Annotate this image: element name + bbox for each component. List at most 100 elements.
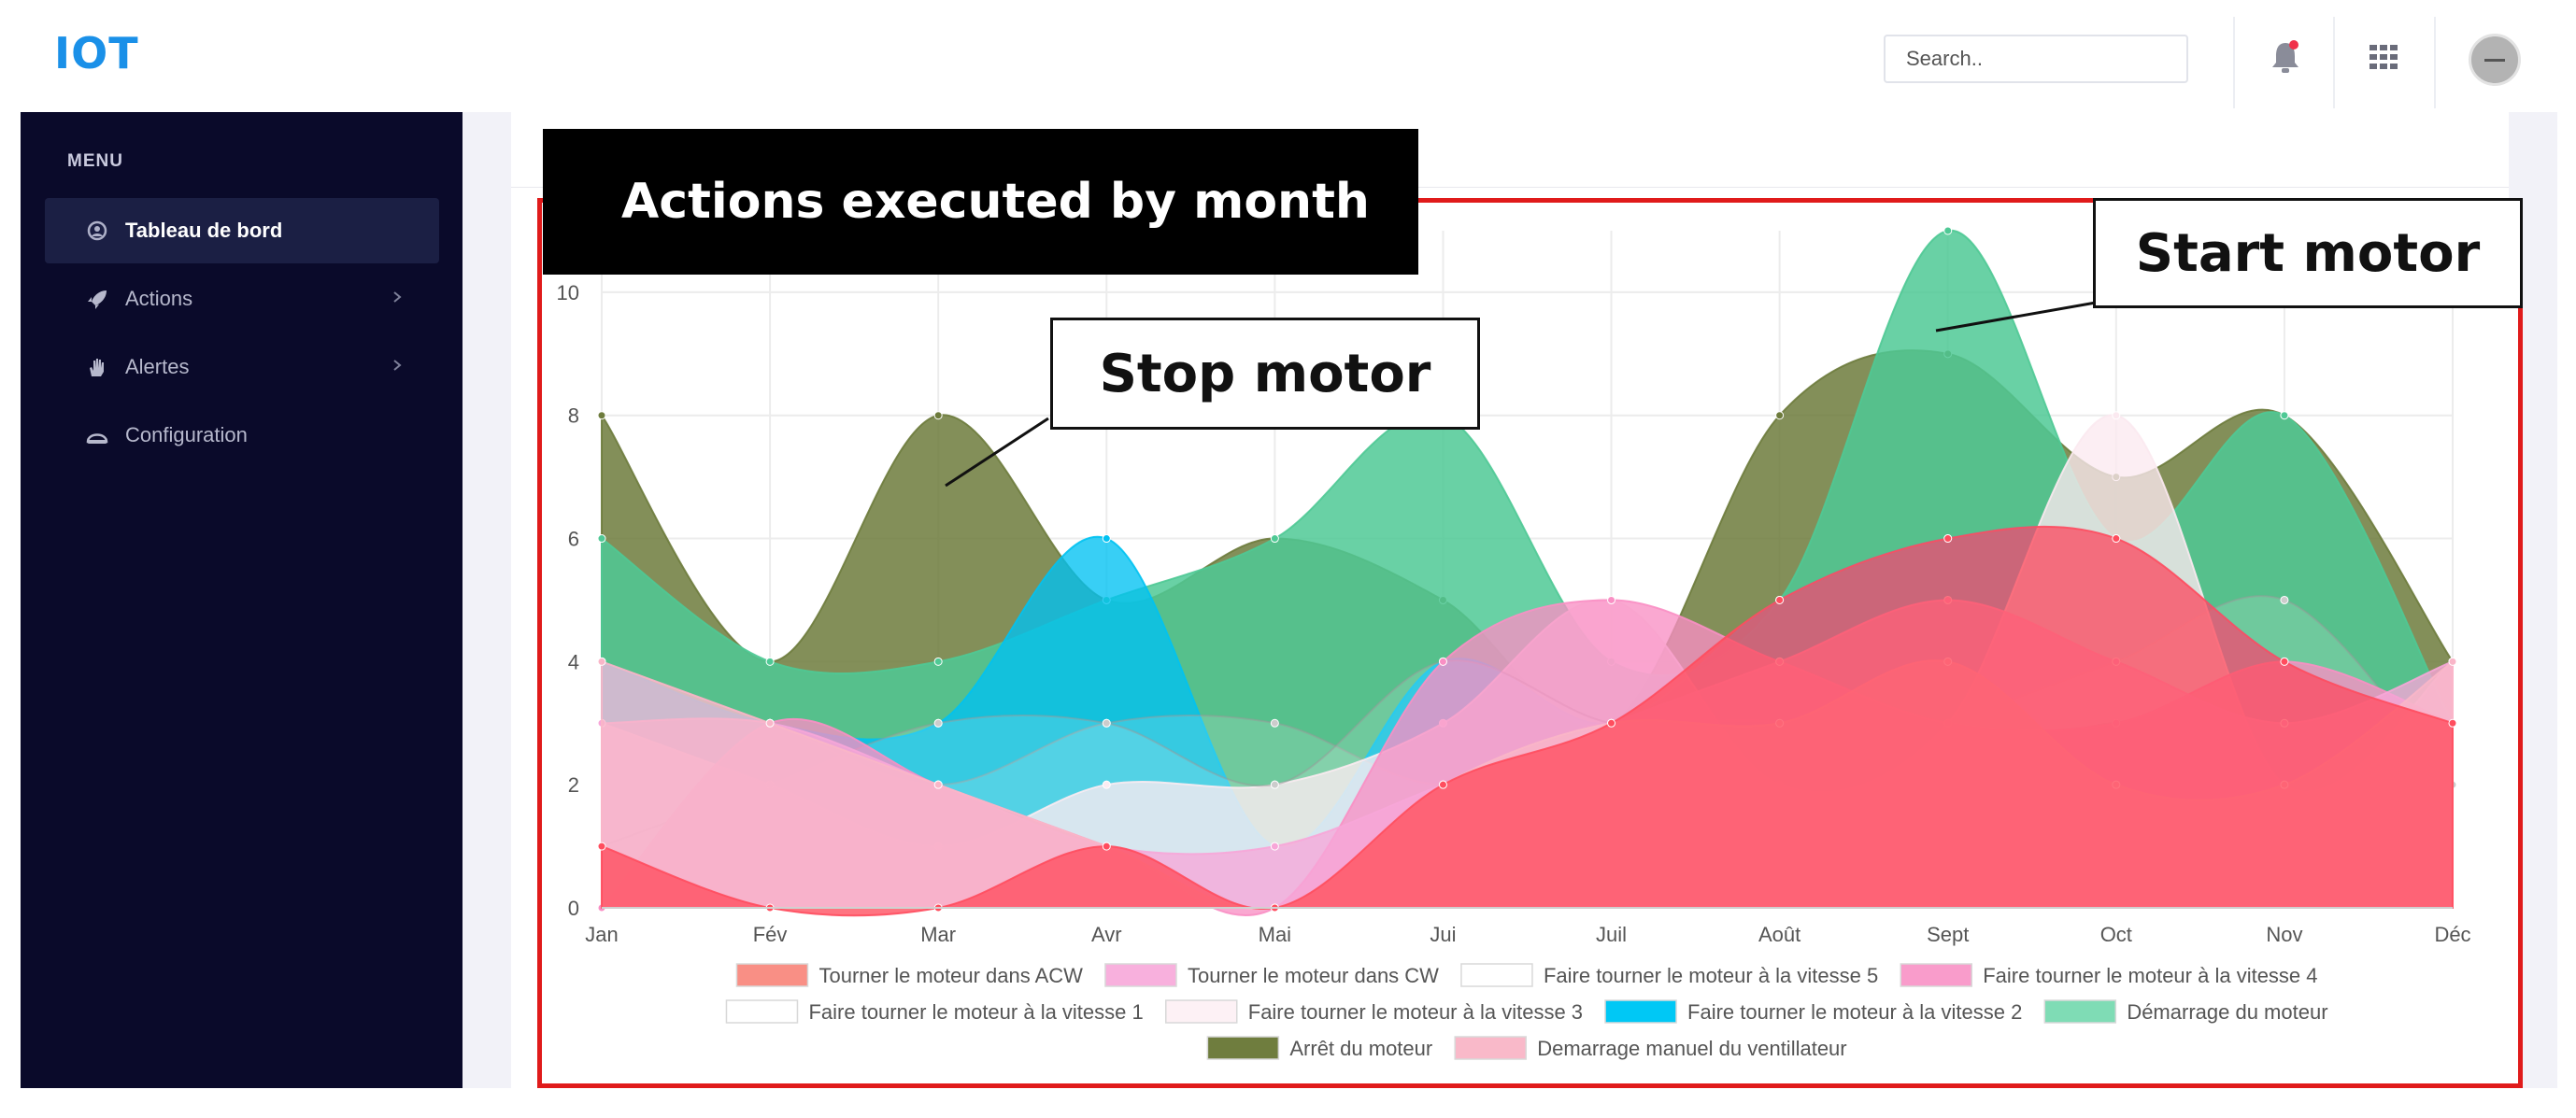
data-point <box>2448 718 2457 728</box>
apps-grid-icon[interactable] <box>2370 45 2398 69</box>
data-point <box>1438 780 1447 789</box>
legend-label: Arrêt du moteur <box>1289 1037 1432 1060</box>
legend-label: Faire tourner le moteur à la vitesse 1 <box>808 1000 1143 1024</box>
header-divider <box>2233 17 2235 108</box>
data-point <box>2448 657 2457 666</box>
data-point <box>597 657 606 666</box>
x-tick-label: Déc <box>2434 923 2470 946</box>
sidebar-item-label: Configuration <box>125 423 248 446</box>
data-point <box>2280 595 2289 604</box>
y-tick-label: 6 <box>568 528 579 551</box>
data-point <box>2280 657 2289 666</box>
data-point <box>1270 780 1279 789</box>
data-point <box>1607 718 1616 728</box>
legend-swatch <box>1900 963 1972 987</box>
legend-swatch <box>1454 1036 1527 1060</box>
sidebar-item-alertes[interactable]: Alertes <box>45 334 439 400</box>
x-tick-label: Avr <box>1091 923 1122 946</box>
data-point <box>1943 226 1953 235</box>
legend-swatch <box>1460 963 1533 987</box>
dashboard-icon <box>87 220 107 241</box>
data-point <box>933 780 943 789</box>
data-point <box>597 842 606 851</box>
legend-label: Faire tourner le moteur à la vitesse 3 <box>1248 1000 1583 1024</box>
data-point <box>1270 534 1279 544</box>
data-point <box>1270 842 1279 851</box>
data-point <box>1102 780 1111 789</box>
bell-icon[interactable] <box>2269 37 2302 77</box>
data-point <box>597 411 606 420</box>
legend-swatch <box>2043 999 2117 1024</box>
search-input[interactable] <box>1884 35 2188 83</box>
x-tick-label: Oct <box>2100 923 2132 946</box>
data-point <box>1102 842 1111 851</box>
legend-swatch <box>1104 963 1177 987</box>
data-point <box>1775 411 1785 420</box>
sidebar-item-label: Tableau de bord <box>125 219 283 242</box>
data-point <box>765 718 775 728</box>
y-tick-label: 8 <box>568 404 579 428</box>
legend-swatch <box>1604 999 1677 1024</box>
avatar[interactable] <box>2469 34 2521 86</box>
gauge-icon <box>86 433 108 444</box>
y-tick-label: 2 <box>568 773 579 797</box>
y-tick-label: 10 <box>557 281 579 304</box>
legend-swatch <box>1165 999 1238 1024</box>
top-header: IOT <box>0 0 2576 112</box>
x-tick-label: Jui <box>1430 923 1456 946</box>
stop-motor-callout: Stop motor <box>1050 318 1480 430</box>
legend-label: Faire tourner le moteur à la vitesse 5 <box>1544 964 1878 987</box>
sidebar-item-label: Actions <box>125 287 193 310</box>
data-point <box>2112 411 2121 420</box>
app-logo[interactable]: IOT <box>54 28 139 78</box>
x-tick-label: Août <box>1758 923 1800 946</box>
data-point <box>1438 657 1447 666</box>
rocket-icon <box>88 290 107 309</box>
legend-label: Tourner le moteur dans CW <box>1188 964 1439 987</box>
data-point <box>933 657 943 666</box>
chevron-right-icon <box>393 360 402 371</box>
chevron-right-icon <box>393 291 402 303</box>
x-tick-label: Mar <box>920 923 956 946</box>
sidebar-item-actions[interactable]: Actions <box>45 266 439 332</box>
data-point <box>1270 718 1279 728</box>
hand-icon <box>90 359 104 376</box>
y-tick-label: 4 <box>568 650 579 673</box>
content-gutter <box>463 112 511 1088</box>
area-chart: 0 2 4 6 8 10 Jan Fév Mar Avr Mai Jui Juil Août Sept Oct… <box>557 226 2471 1060</box>
data-point <box>2280 411 2289 420</box>
data-point <box>1102 718 1111 728</box>
x-tick-label: Mai <box>1259 923 1291 946</box>
legend-swatch <box>725 999 799 1024</box>
legend-label: Faire tourner le moteur à la vitesse 4 <box>1983 964 2317 987</box>
chart-title-banner: Actions executed by month <box>543 129 1418 275</box>
data-point <box>1943 534 1953 544</box>
data-point <box>1102 534 1111 544</box>
legend-swatch <box>1206 1036 1280 1060</box>
menu-title: MENU <box>67 151 123 171</box>
data-point <box>933 718 943 728</box>
x-tick-label: Sept <box>1927 923 1969 946</box>
y-tick-label: 0 <box>568 897 579 920</box>
chart-frame: 0 2 4 6 8 10 Jan Fév Mar Avr Mai Jui Juil Août Sept Oct… <box>537 198 2523 1088</box>
data-point <box>1607 595 1616 604</box>
x-tick-label: Juil <box>1596 923 1627 946</box>
data-point <box>765 657 775 666</box>
data-point <box>597 534 606 544</box>
legend-swatch <box>735 963 809 987</box>
start-motor-callout: Start motor <box>2093 198 2523 308</box>
sidebar-item-configuration[interactable]: Configuration <box>45 403 439 468</box>
x-tick-label: Nov <box>2266 923 2302 946</box>
header-divider <box>2333 17 2335 108</box>
sidebar-item-label: Alertes <box>125 355 190 378</box>
sidebar-item-tableau-de-bord[interactable]: Tableau de bord <box>45 198 439 263</box>
header-divider <box>2434 17 2436 108</box>
legend-label: Faire tourner le moteur à la vitesse 2 <box>1687 1000 2022 1024</box>
notification-dot <box>2289 40 2298 50</box>
legend-label: Demarrage manuel du ventillateur <box>1537 1037 1846 1060</box>
data-point <box>1775 595 1785 604</box>
legend-label: Tourner le moteur dans ACW <box>818 964 1083 987</box>
data-point <box>2112 534 2121 544</box>
sidebar: MENU Tableau de bord Actions Alertes <box>21 112 463 1088</box>
x-tick-label: Fév <box>753 923 788 946</box>
